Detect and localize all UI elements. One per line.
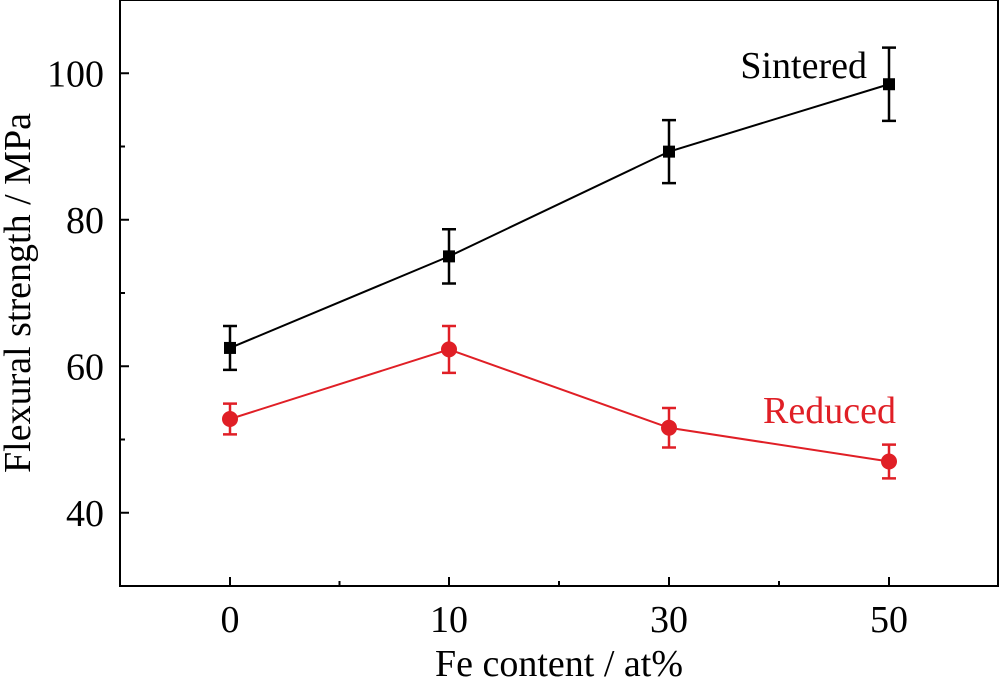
data-point <box>443 250 455 263</box>
series-line-sintered <box>229 83 890 349</box>
data-point <box>441 341 457 358</box>
series-reduced <box>222 324 897 480</box>
y-tick-label-80: 80 <box>66 200 104 242</box>
y-axis-title: Flexural strength / MPa <box>0 113 39 473</box>
x-tick-label-50: 50 <box>870 599 908 641</box>
y-tick-label-100: 100 <box>47 53 104 95</box>
data-point <box>663 145 675 158</box>
series-layer <box>222 46 897 480</box>
data-point <box>224 341 236 354</box>
y-tick-label-40: 40 <box>66 493 104 535</box>
plot-frame <box>119 0 999 587</box>
series-label-reduced: Reduced <box>763 390 896 432</box>
series-line-reduced <box>229 348 890 463</box>
series-sintered <box>223 46 896 372</box>
data-point <box>661 419 677 436</box>
data-point <box>881 453 897 470</box>
x-tick-label-10: 10 <box>430 599 468 641</box>
axis-ticks: 40 60 80 100 0 10 30 50 <box>47 53 908 641</box>
data-point <box>222 410 238 427</box>
data-point <box>883 78 895 91</box>
y-tick-label-60: 60 <box>66 346 104 388</box>
series-label-sintered: Sintered <box>740 45 867 87</box>
x-axis-title: Fe content / at% <box>435 643 683 685</box>
x-tick-label-30: 30 <box>650 599 688 641</box>
x-tick-label-0: 0 <box>221 599 240 641</box>
